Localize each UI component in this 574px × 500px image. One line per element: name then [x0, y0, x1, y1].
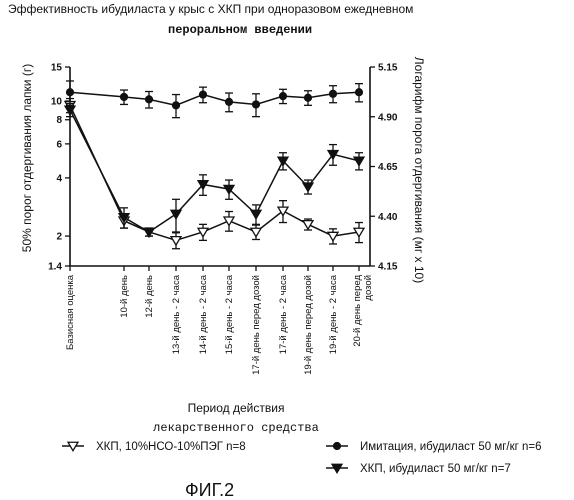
x-tick-label: 13-й день - 2 часа [171, 274, 182, 354]
legend-label-series-3: ХКП, ибудиласт 50 мг/кг n=7 [360, 463, 511, 475]
right-axis-label: Логарифм порога отдергивания (мг x 10) [412, 57, 426, 283]
right-tick-label: 4.15 [378, 262, 398, 273]
legend-marker-triangle-down-open [62, 442, 84, 451]
series-line [70, 92, 359, 105]
x-tick-label-group: 15-й день - 2 часа [224, 274, 235, 354]
data-point [354, 157, 364, 166]
left-tick-label: 15 [51, 63, 63, 74]
data-point [355, 89, 362, 96]
left-tick-label: 1.4 [48, 262, 62, 273]
data-point [328, 232, 338, 241]
legend-item-series-1: ХКП, 10%НСО-10%ПЭГ n=8 [62, 441, 246, 453]
x-tick-label-group: 17-й день - 2 часа [278, 274, 289, 354]
series-2 [66, 81, 363, 118]
right-tick-label: 4.65 [378, 162, 398, 173]
data-point [172, 102, 179, 109]
x-tick-label: 12-й день [144, 275, 155, 318]
x-tick-label: 19-й день перед дозой [303, 275, 314, 375]
right-tick-label: 4.40 [378, 212, 398, 223]
left-tick-label: 10 [51, 97, 63, 108]
left-axis-label: 50% порог отдергивания лапки (г) [20, 64, 34, 252]
legend-label-series-2: Имитация, ибудиласт 50 мг/кг n=6 [360, 441, 542, 453]
x-tick-label-group: 17-й день перед дозой [251, 275, 262, 375]
x-tick-label: 15-й день - 2 часа [224, 274, 235, 354]
x-tick-label-group: 13-й день - 2 часа [171, 274, 182, 354]
series-line [70, 105, 359, 240]
x-tick-label-group: Базисная оценка [65, 274, 76, 350]
x-tick-label-group: 14-й день - 2 часа [198, 274, 209, 354]
data-point [66, 89, 73, 96]
legend-marker-circle-filled [326, 442, 348, 449]
x-tick-label-group: 20-й день переддозой [352, 275, 374, 347]
data-point [303, 183, 313, 192]
x-tick-label: 17-й день перед дозой [251, 275, 262, 375]
right-tick-label: 5.15 [378, 63, 398, 74]
x-tick-label: 14-й день - 2 часа [198, 274, 209, 354]
data-point [224, 217, 234, 226]
x-tick-label-group: 19-й день - 2 часа [328, 274, 339, 354]
data-point [252, 101, 259, 108]
series-layer [65, 81, 364, 249]
chart-subtitle: пероральном введении [168, 23, 312, 37]
chart-title: Эффективность ибудиласта у крыс с ХКП пр… [8, 2, 413, 16]
x-tick-label-group: 10-й день [119, 275, 130, 318]
legend-marker-triangle-down-filled [326, 464, 348, 473]
data-point [251, 228, 261, 237]
legend-item-series-2: Имитация, ибудиласт 50 мг/кг n=6 [326, 441, 542, 453]
data-point [120, 93, 127, 100]
right-tick-label: 4.90 [378, 112, 398, 123]
series-3 [65, 104, 364, 237]
data-point [304, 94, 311, 101]
x-axis-label-line1: Период действия [188, 401, 285, 415]
right-axis-ticks: 4.15 4.40 4.65 4.90 5.15 [370, 63, 398, 273]
legend-label-series-1: ХКП, 10%НСО-10%ПЭГ n=8 [96, 441, 246, 453]
figure-label: ФИГ.2 [185, 480, 234, 500]
data-point [199, 91, 206, 98]
series-1 [65, 99, 364, 249]
x-tick-label: 19-й день - 2 часа [328, 274, 339, 354]
left-tick-label: 6 [56, 139, 62, 150]
legend: ХКП, 10%НСО-10%ПЭГ n=8 Имитация, ибудила… [62, 441, 542, 475]
data-point [303, 221, 313, 230]
x-tick-label: 10-й день [119, 275, 130, 318]
data-point [279, 93, 286, 100]
x-tick-label-group: 19-й день перед дозой [303, 275, 314, 375]
legend-marker [333, 442, 340, 449]
x-tick-label-group: 12-й день [144, 275, 155, 318]
legend-item-series-3: ХКП, ибудиласт 50 мг/кг n=7 [326, 463, 511, 475]
left-tick-label: 4 [56, 173, 62, 184]
left-tick-label: 8 [56, 115, 62, 126]
plot-area: 1.4 2 4 6 8 10 15 4.15 4.40 4.65 4.90 5.15 Базисна… [48, 63, 398, 375]
data-point [171, 210, 181, 219]
data-point [145, 96, 152, 103]
data-point [171, 237, 181, 246]
data-point [251, 210, 261, 219]
series-line [70, 110, 359, 232]
x-tick-label: Базисная оценка [65, 274, 76, 350]
x-axis-label-line2: лекарственного средства [153, 421, 319, 435]
x-tick-label: 20-й день перед [352, 275, 363, 347]
x-axis-ticks: Базисная оценка 10-й день 12-й день 13-й де… [65, 266, 374, 375]
x-tick-label: 17-й день - 2 часа [278, 274, 289, 354]
data-point [329, 90, 336, 97]
left-tick-label: 2 [56, 232, 62, 243]
data-point [225, 98, 232, 105]
x-tick-label: дозой [363, 275, 374, 301]
